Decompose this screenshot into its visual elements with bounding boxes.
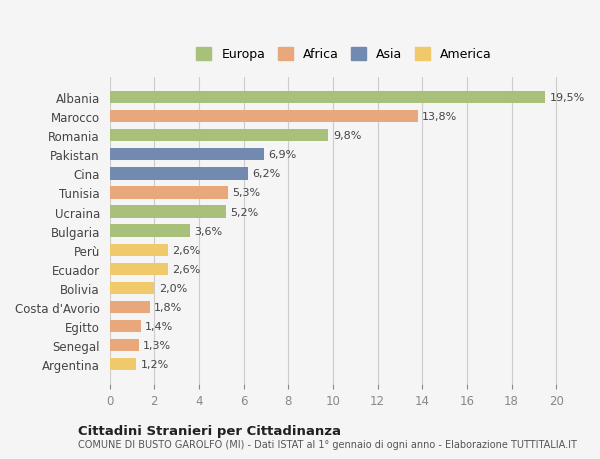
Text: 1,2%: 1,2%: [141, 359, 169, 369]
Bar: [110, 187, 228, 199]
Text: Cittadini Stranieri per Cittadinanza: Cittadini Stranieri per Cittadinanza: [78, 424, 341, 437]
Text: 1,8%: 1,8%: [154, 302, 182, 312]
Bar: [110, 206, 226, 218]
Text: 2,6%: 2,6%: [172, 245, 200, 255]
Text: COMUNE DI BUSTO GAROLFO (MI) - Dati ISTAT al 1° gennaio di ogni anno - Elaborazi: COMUNE DI BUSTO GAROLFO (MI) - Dati ISTA…: [78, 440, 577, 449]
Text: 9,8%: 9,8%: [333, 131, 361, 141]
Bar: [110, 301, 150, 313]
Text: 6,9%: 6,9%: [268, 150, 296, 160]
Text: 6,2%: 6,2%: [253, 169, 281, 179]
Bar: [110, 92, 545, 104]
Legend: Europa, Africa, Asia, America: Europa, Africa, Asia, America: [193, 44, 496, 65]
Bar: [110, 358, 136, 371]
Bar: [110, 244, 167, 257]
Text: 2,6%: 2,6%: [172, 264, 200, 274]
Bar: [110, 111, 418, 123]
Bar: [110, 339, 139, 352]
Bar: [110, 320, 141, 333]
Bar: [110, 149, 263, 161]
Bar: [110, 263, 167, 275]
Text: 19,5%: 19,5%: [550, 93, 585, 103]
Text: 1,3%: 1,3%: [143, 341, 171, 350]
Text: 3,6%: 3,6%: [194, 226, 223, 236]
Text: 5,2%: 5,2%: [230, 207, 259, 217]
Bar: [110, 225, 190, 237]
Bar: [110, 168, 248, 180]
Bar: [110, 130, 328, 142]
Text: 13,8%: 13,8%: [422, 112, 457, 122]
Text: 5,3%: 5,3%: [232, 188, 260, 198]
Text: 1,4%: 1,4%: [145, 321, 173, 331]
Text: 2,0%: 2,0%: [159, 283, 187, 293]
Bar: [110, 282, 154, 295]
